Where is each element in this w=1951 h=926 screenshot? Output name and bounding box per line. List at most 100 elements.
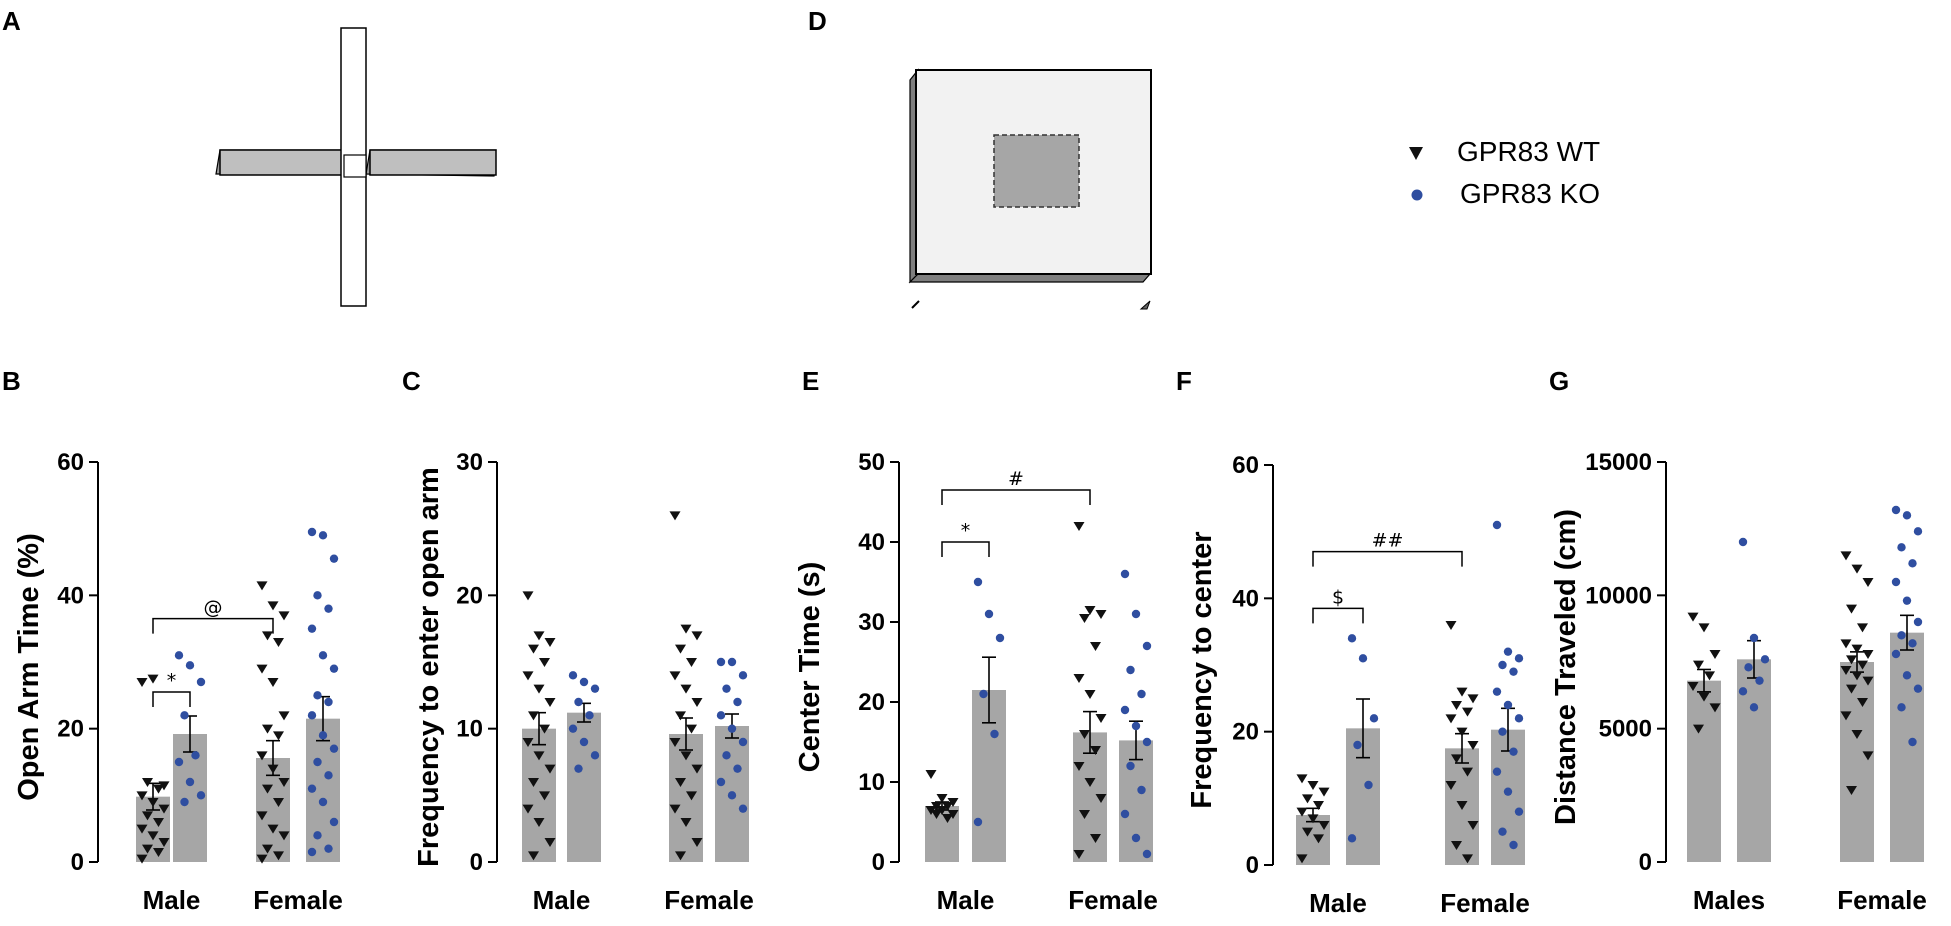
data-point-ko bbox=[318, 731, 328, 740]
data-point-ko bbox=[1744, 663, 1753, 672]
data-point-wt bbox=[942, 814, 953, 823]
x-category-label: Female bbox=[253, 885, 343, 915]
y-tick-label: 5000 bbox=[1599, 716, 1652, 743]
data-point-wt bbox=[1462, 707, 1473, 717]
data-point-ko bbox=[1908, 639, 1917, 648]
plus-maze-diagram bbox=[215, 27, 497, 307]
data-point-ko bbox=[585, 711, 594, 720]
y-axis-title: Center Time (s) bbox=[794, 562, 826, 773]
significance-marker: # bbox=[1008, 468, 1024, 490]
data-point-wt bbox=[1851, 671, 1863, 681]
significance-marker: ## bbox=[1372, 530, 1404, 552]
panel-label-c: C bbox=[402, 366, 421, 396]
significance-bracket bbox=[941, 541, 990, 557]
data-point-wt bbox=[539, 724, 550, 734]
data-point-ko bbox=[1120, 705, 1130, 715]
data-point-wt bbox=[1687, 682, 1699, 691]
data-point-wt bbox=[1079, 614, 1090, 623]
data-point-ko bbox=[1902, 511, 1912, 520]
data-point-wt bbox=[680, 624, 692, 634]
data-point-wt bbox=[142, 844, 153, 854]
data-point-ko bbox=[1364, 780, 1373, 790]
data-point-ko bbox=[180, 797, 189, 807]
data-point-ko bbox=[329, 554, 339, 563]
y-tick-label: 0 bbox=[470, 849, 483, 876]
data-point-wt bbox=[1862, 676, 1874, 686]
y-tick-label: 20 bbox=[57, 716, 84, 743]
data-point-ko bbox=[329, 817, 339, 827]
y-tick-label: 0 bbox=[1639, 849, 1652, 876]
data-point-ko bbox=[1131, 833, 1141, 843]
y-tick-label: 0 bbox=[71, 849, 84, 876]
data-point-ko bbox=[329, 664, 339, 673]
data-point-wt bbox=[273, 731, 284, 741]
data-point-wt bbox=[675, 711, 686, 721]
data-point-wt bbox=[533, 631, 545, 641]
data-point-ko bbox=[1142, 849, 1152, 859]
data-point-ko bbox=[1897, 703, 1906, 712]
data-point-wt bbox=[1698, 692, 1710, 702]
data-point-ko bbox=[574, 697, 583, 707]
data-point-wt bbox=[1073, 674, 1085, 683]
data-point-ko bbox=[1514, 807, 1524, 816]
data-point-wt bbox=[675, 851, 686, 861]
data-point-ko bbox=[307, 624, 317, 633]
data-point-wt bbox=[669, 738, 681, 747]
data-point-wt bbox=[1445, 621, 1457, 630]
data-point-wt bbox=[1313, 801, 1324, 810]
data-point-ko bbox=[1126, 665, 1135, 675]
data-point-wt bbox=[942, 802, 953, 811]
y-tick-label: 20 bbox=[456, 582, 483, 609]
data-point-ko bbox=[590, 684, 600, 693]
x-category-label: Female bbox=[1837, 885, 1927, 915]
data-point-wt bbox=[142, 811, 153, 821]
y-axis-title: Frequency to center bbox=[1186, 531, 1218, 808]
data-point-wt bbox=[256, 854, 268, 864]
legend-ko-label: GPR83 KO bbox=[1460, 178, 1600, 209]
data-point-ko bbox=[1749, 703, 1759, 712]
data-point-wt bbox=[947, 810, 959, 819]
chart-open-arm-time: 0 20 40 60 Open Arm Time (%) Male Female * @ bbox=[13, 449, 343, 915]
data-point-ko bbox=[1897, 543, 1906, 552]
data-point-ko bbox=[1142, 641, 1152, 651]
data-point-ko bbox=[1891, 505, 1901, 515]
data-point-ko bbox=[313, 757, 322, 767]
data-point-ko bbox=[738, 804, 748, 813]
data-point-wt bbox=[528, 851, 539, 861]
data-point-ko bbox=[1137, 785, 1146, 795]
data-point-wt bbox=[267, 824, 279, 834]
data-point-ko bbox=[174, 757, 184, 767]
data-point-wt bbox=[1467, 741, 1479, 750]
data-point-wt bbox=[1451, 841, 1462, 850]
data-point-ko bbox=[716, 657, 726, 667]
data-point-ko bbox=[196, 677, 206, 687]
data-point-ko bbox=[174, 651, 184, 660]
data-point-ko bbox=[324, 697, 333, 707]
data-point-wt bbox=[1846, 655, 1857, 665]
panel-label-f: F bbox=[1176, 366, 1192, 396]
data-point-wt bbox=[1296, 854, 1308, 864]
data-point-ko bbox=[727, 791, 737, 800]
data-point-wt bbox=[544, 838, 556, 847]
data-point-wt bbox=[925, 770, 937, 779]
data-point-wt bbox=[153, 848, 164, 857]
data-point-ko bbox=[324, 771, 333, 780]
x-category-label: Female bbox=[664, 885, 754, 915]
data-point-wt bbox=[1318, 821, 1330, 830]
data-point-wt bbox=[1073, 762, 1085, 771]
x-category-label: Males bbox=[1693, 885, 1765, 915]
data-point-wt bbox=[142, 778, 153, 787]
data-point-ko bbox=[185, 661, 195, 670]
data-point-wt bbox=[669, 671, 681, 681]
y-tick-label: 40 bbox=[1232, 585, 1259, 612]
data-point-wt bbox=[1846, 684, 1857, 694]
significance-marker: $ bbox=[1332, 586, 1344, 608]
x-category-label: Male bbox=[1309, 888, 1367, 918]
data-point-ko bbox=[196, 791, 206, 800]
significance-bracket bbox=[152, 691, 191, 707]
data-point-ko bbox=[318, 531, 328, 540]
data-point-wt bbox=[153, 784, 164, 794]
data-point-ko bbox=[568, 724, 578, 733]
data-point-wt bbox=[1079, 810, 1090, 819]
